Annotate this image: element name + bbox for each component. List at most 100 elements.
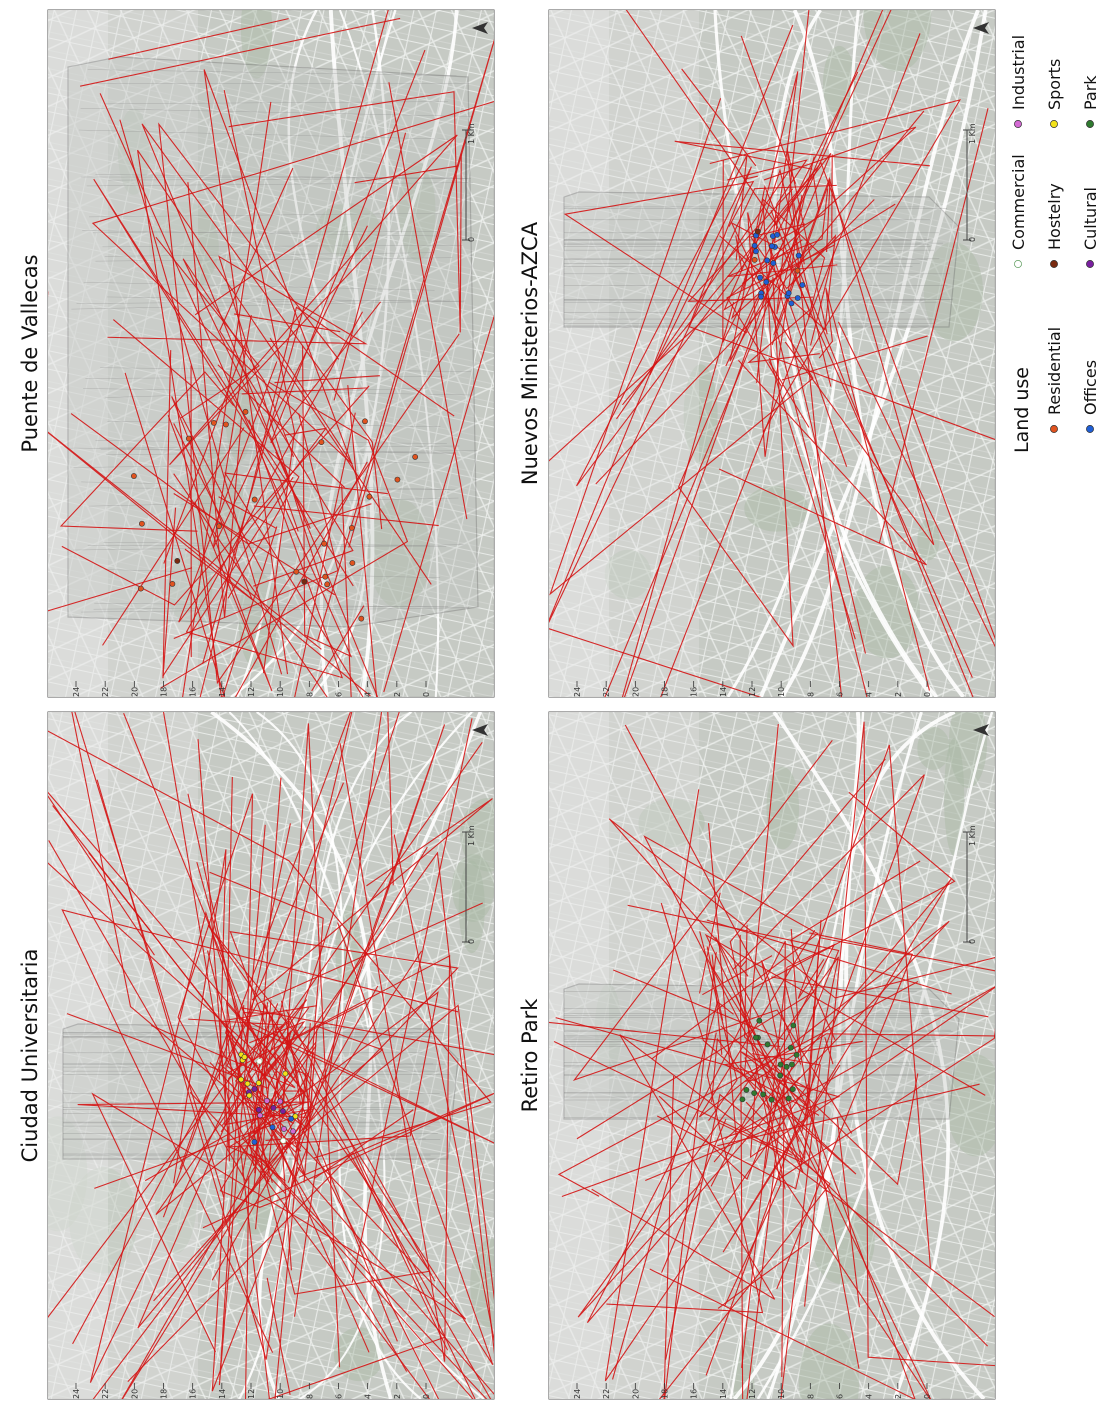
land-use-point <box>321 540 328 547</box>
trajectory-line <box>747 209 820 364</box>
trajectory-line <box>316 33 494 642</box>
trajectory-line <box>223 461 368 697</box>
trajectory-line <box>311 605 365 692</box>
prism-line <box>78 129 449 140</box>
land-use-point <box>739 1096 746 1103</box>
haze-band <box>549 712 609 1399</box>
park-area <box>733 1335 755 1399</box>
trajectory-line <box>604 789 809 1382</box>
legend-item-label: Offices <box>1081 360 1100 415</box>
land-use-point <box>757 274 763 281</box>
land-use-point <box>752 1034 759 1041</box>
trajectory-line <box>218 496 277 529</box>
park-area <box>714 255 740 298</box>
prism-line <box>103 542 429 546</box>
prism-line <box>87 545 447 547</box>
axis-tick-label: 12 <box>247 687 256 697</box>
scale-bar: 0 1 Km <box>963 825 977 944</box>
road <box>230 10 390 697</box>
land-use-point <box>223 421 229 428</box>
trajectory-line <box>141 123 387 697</box>
trajectory-line <box>549 126 917 478</box>
trajectory-line <box>173 849 227 1184</box>
legend: Land use Residential Offices Commercial Host… <box>1009 35 1100 453</box>
axis-tick-label: 16 <box>189 687 198 697</box>
trajectory-line <box>743 924 919 1186</box>
prism-line <box>80 607 470 613</box>
axis-tick-label: 18 <box>160 687 169 697</box>
land-use-point <box>288 1115 295 1122</box>
trajectory-line <box>219 846 428 1209</box>
trajectory-line <box>241 387 369 395</box>
haze-band <box>48 10 108 697</box>
prism-line <box>105 569 441 579</box>
trajectory-line <box>225 1001 292 1166</box>
trajectory-line <box>661 1118 727 1273</box>
land-use-point <box>318 439 325 446</box>
trajectory-line <box>244 1176 446 1399</box>
land-use-point <box>238 1076 244 1083</box>
road <box>328 10 375 697</box>
road <box>236 10 397 697</box>
trajectory-line <box>751 791 956 990</box>
land-use-point <box>769 243 775 250</box>
park-area <box>946 1054 995 1157</box>
haze-band <box>48 10 198 697</box>
trajectory-line <box>660 902 857 1175</box>
trajectory-line <box>127 1151 449 1382</box>
panel-title: Ciudad Universitaria <box>18 949 42 1163</box>
prism-line <box>106 296 465 303</box>
scale-label-km: 1 Km <box>968 123 977 144</box>
axis-tick-label: 20 <box>631 687 640 697</box>
road <box>726 10 860 697</box>
trajectory-line <box>226 782 344 1126</box>
axis-tick-label: 4 <box>865 692 874 697</box>
scale-bar: 0 1 Km <box>462 825 476 944</box>
axis-tick-label: 6 <box>335 692 344 697</box>
trajectory-line <box>197 306 455 697</box>
scale-bar: 0 1 Km <box>963 123 977 242</box>
trajectory-line <box>789 860 921 1041</box>
trajectory-line <box>707 823 737 1137</box>
panel-title: Retiro Park <box>518 998 542 1113</box>
trajectory-line <box>48 291 193 617</box>
land-use-point <box>760 1091 767 1098</box>
road <box>256 712 422 1399</box>
trajectory-line <box>249 1153 286 1182</box>
land-use-point <box>756 1017 763 1024</box>
land-use-point <box>394 476 401 483</box>
trajectory-line <box>314 1109 414 1179</box>
land-use-point <box>785 1095 792 1102</box>
trajectory-line <box>744 1033 995 1082</box>
trajectory-line <box>224 385 388 697</box>
trajectory-line <box>206 950 431 1295</box>
map-content <box>48 712 494 1399</box>
trajectory-line <box>197 739 230 1150</box>
axis-tick-label: 8 <box>305 1394 314 1399</box>
trajectory-line <box>727 188 838 278</box>
road <box>756 712 994 1399</box>
north-arrow-icon <box>973 724 989 736</box>
road <box>772 712 951 1399</box>
road <box>228 712 386 1399</box>
prism-line <box>93 606 448 610</box>
trajectory-line <box>70 413 372 545</box>
street-grid-secondary <box>549 712 995 1399</box>
trajectory-line <box>576 990 815 1140</box>
land-use-point <box>185 435 192 442</box>
land-use-point <box>324 581 331 588</box>
land-use-point <box>348 524 355 531</box>
trajectory-line <box>649 166 995 445</box>
scale-label-zero: 0 <box>467 939 476 944</box>
scale-label-zero: 0 <box>467 237 476 242</box>
road <box>780 10 980 697</box>
land-use-point <box>777 1061 784 1068</box>
axis-tick-label: 24 <box>72 1389 81 1399</box>
park-area <box>458 860 485 954</box>
land-use-point <box>788 300 795 307</box>
trajectory-line <box>155 999 308 1215</box>
land-use-point <box>293 568 300 575</box>
land-use-point <box>280 1108 286 1115</box>
haze-band <box>549 10 699 697</box>
